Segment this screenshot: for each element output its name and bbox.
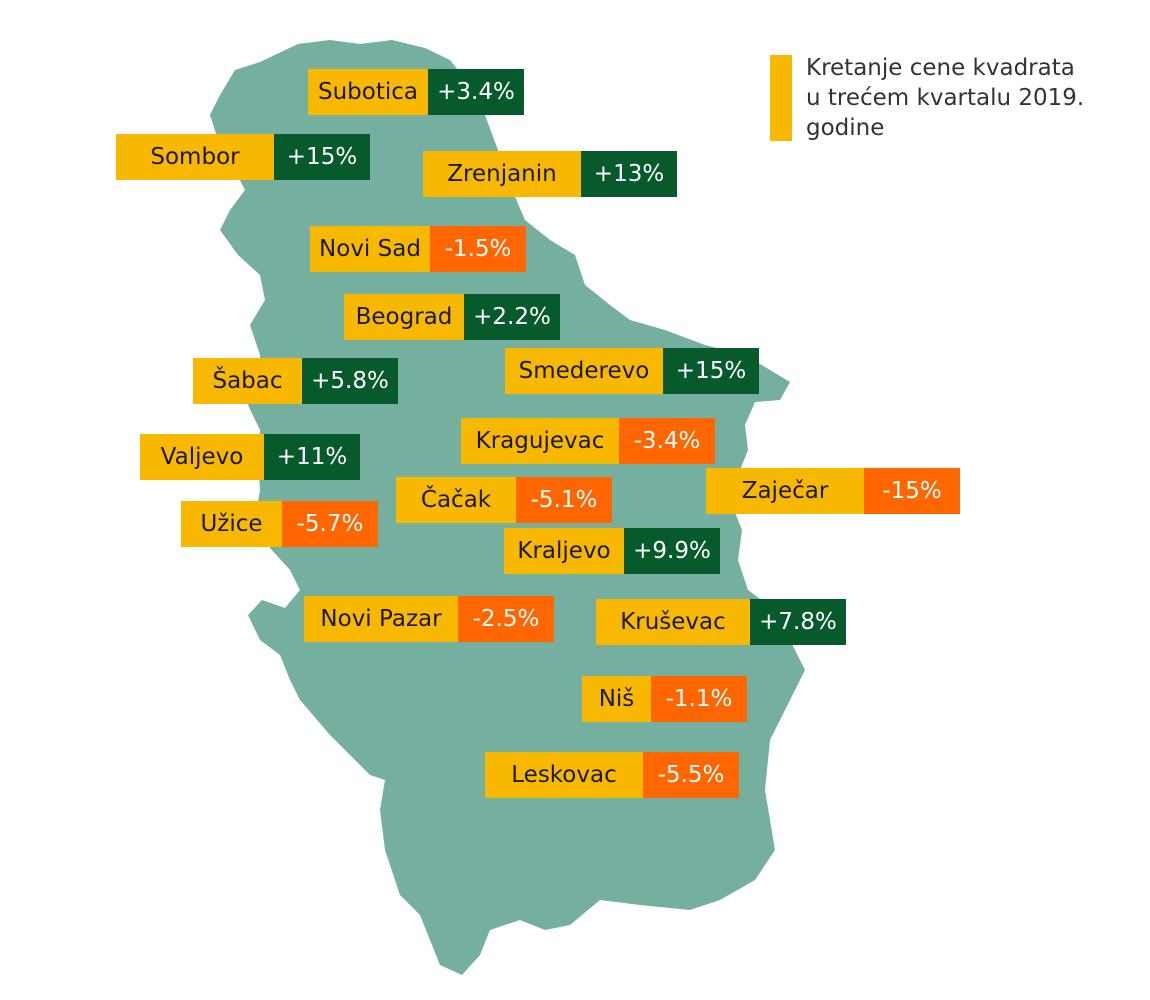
city-name: Sombor xyxy=(116,134,274,180)
city-label-leskovac: Leskovac -5.5% xyxy=(485,752,739,798)
city-name: Zaječar xyxy=(706,468,864,514)
city-name: Novi Pazar xyxy=(304,596,458,642)
city-change: +2.2% xyxy=(464,294,560,340)
city-change: +11% xyxy=(264,434,360,480)
city-name: Kraljevo xyxy=(504,528,624,574)
city-name: Čačak xyxy=(396,477,516,523)
legend-swatch xyxy=(770,55,792,141)
city-label-beograd: Beograd +2.2% xyxy=(344,294,560,340)
city-name: Smederevo xyxy=(505,348,663,394)
city-change: -5.5% xyxy=(643,752,739,798)
city-name: Zrenjanin xyxy=(423,151,581,197)
city-change: +13% xyxy=(581,151,677,197)
legend-line-2: u trećem kvartalu 2019. xyxy=(806,85,1085,111)
city-change: -5.1% xyxy=(516,477,612,523)
city-change: -3.4% xyxy=(619,418,715,464)
city-name: Niš xyxy=(582,676,651,722)
city-name: Užice xyxy=(181,501,282,547)
city-change: +9.9% xyxy=(624,528,720,574)
city-label-smederevo: Smederevo +15% xyxy=(505,348,759,394)
city-label-sabac: Šabac +5.8% xyxy=(193,358,398,404)
legend: Kretanje cene kvadrata u trećem kvartalu… xyxy=(770,55,1084,143)
city-change: +5.8% xyxy=(302,358,398,404)
city-change: -1.5% xyxy=(430,226,526,272)
city-name: Kruševac xyxy=(596,599,750,645)
city-name: Subotica xyxy=(308,69,428,115)
city-change: +15% xyxy=(274,134,370,180)
city-label-novi-sad: Novi Sad -1.5% xyxy=(310,226,526,272)
city-name: Novi Sad xyxy=(310,226,430,272)
city-label-sombor: Sombor +15% xyxy=(116,134,370,180)
city-name: Leskovac xyxy=(485,752,643,798)
city-label-zajecar: Zaječar -15% xyxy=(706,468,960,514)
city-name: Kragujevac xyxy=(461,418,619,464)
city-label-krusevac: Kruševac +7.8% xyxy=(596,599,846,645)
city-label-cacak: Čačak -5.1% xyxy=(396,477,612,523)
city-change: -2.5% xyxy=(458,596,554,642)
city-change: -5.7% xyxy=(282,501,378,547)
city-change: +15% xyxy=(663,348,759,394)
city-label-kraljevo: Kraljevo +9.9% xyxy=(504,528,720,574)
city-change: -1.1% xyxy=(651,676,747,722)
legend-line-1: Kretanje cene kvadrata xyxy=(806,55,1075,81)
city-name: Valjevo xyxy=(140,434,264,480)
city-label-kragujevac: Kragujevac -3.4% xyxy=(461,418,715,464)
city-label-subotica: Subotica +3.4% xyxy=(308,69,524,115)
city-change: +3.4% xyxy=(428,69,524,115)
city-change: +7.8% xyxy=(750,599,846,645)
city-change: -15% xyxy=(864,468,960,514)
city-label-nis: Niš -1.1% xyxy=(582,676,747,722)
city-label-uzice: Užice -5.7% xyxy=(181,501,378,547)
city-name: Beograd xyxy=(344,294,464,340)
legend-text: Kretanje cene kvadrata u trećem kvartalu… xyxy=(806,53,1084,143)
city-label-zrenjanin: Zrenjanin +13% xyxy=(423,151,677,197)
city-label-novi-pazar: Novi Pazar -2.5% xyxy=(304,596,554,642)
legend-line-3: godine xyxy=(806,115,885,141)
city-label-valjevo: Valjevo +11% xyxy=(140,434,360,480)
city-name: Šabac xyxy=(193,358,302,404)
